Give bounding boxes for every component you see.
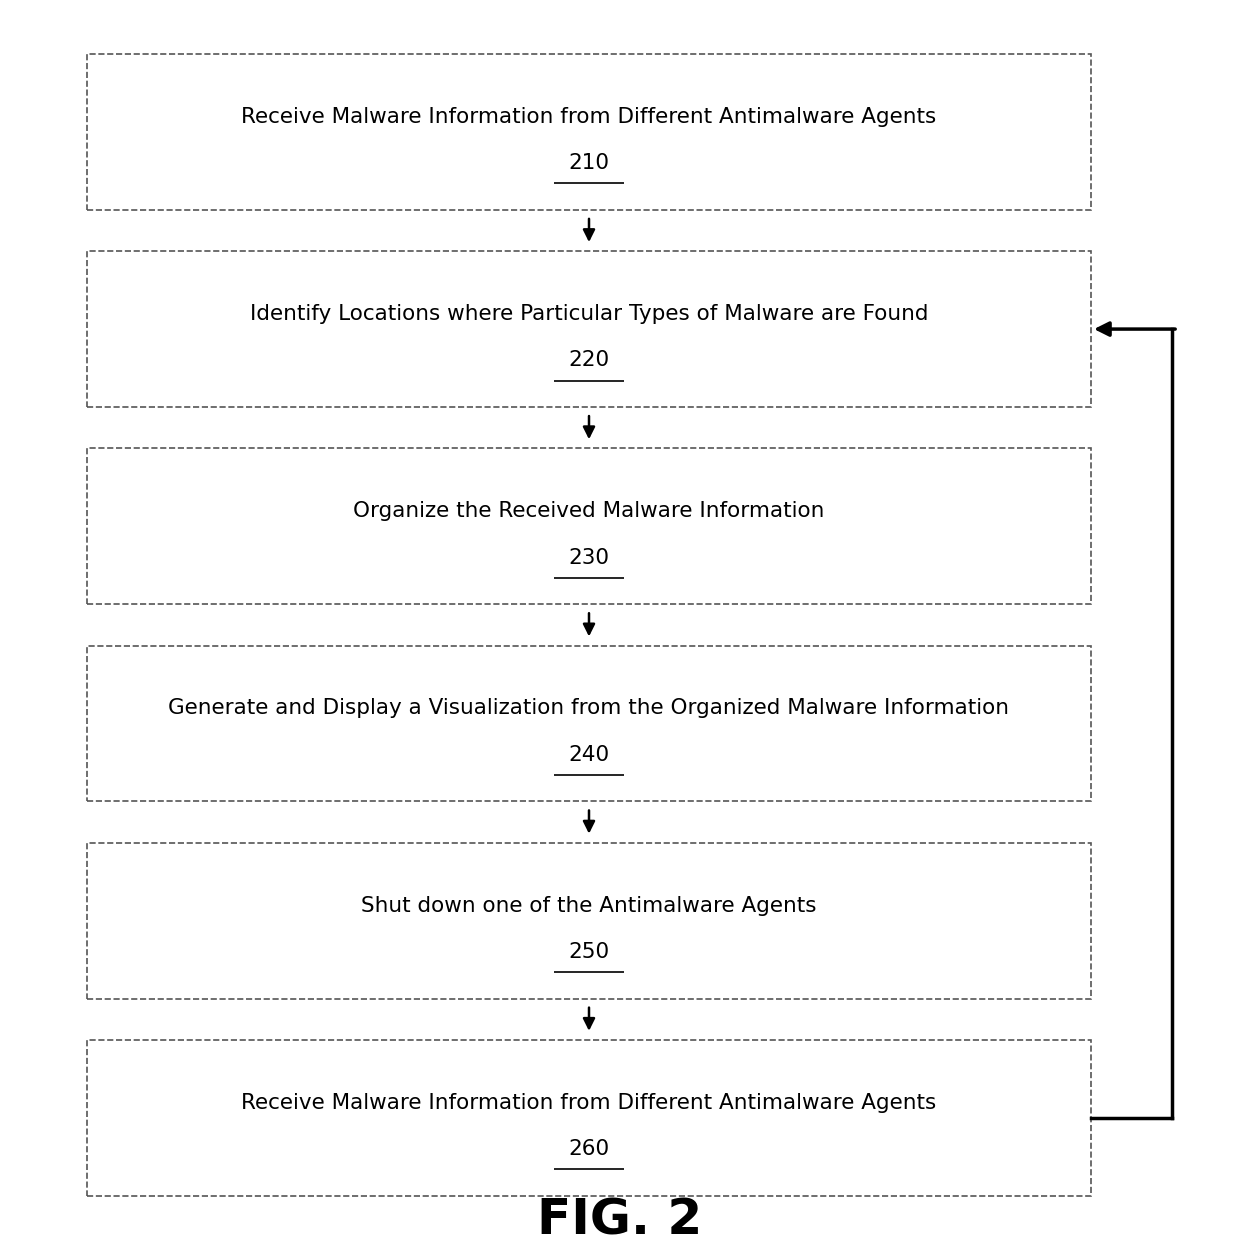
FancyBboxPatch shape [87, 54, 1091, 210]
Text: 210: 210 [568, 153, 610, 173]
FancyBboxPatch shape [87, 646, 1091, 801]
Text: Receive Malware Information from Different Antimalware Agents: Receive Malware Information from Differe… [242, 1093, 936, 1113]
Text: Shut down one of the Antimalware Agents: Shut down one of the Antimalware Agents [361, 896, 817, 916]
FancyBboxPatch shape [87, 843, 1091, 999]
Text: Generate and Display a Visualization from the Organized Malware Information: Generate and Display a Visualization fro… [169, 698, 1009, 718]
FancyBboxPatch shape [87, 1040, 1091, 1196]
Text: 250: 250 [568, 942, 610, 962]
Text: 220: 220 [568, 350, 610, 371]
Text: FIG. 2: FIG. 2 [537, 1197, 703, 1245]
Text: Receive Malware Information from Different Antimalware Agents: Receive Malware Information from Differe… [242, 107, 936, 127]
FancyBboxPatch shape [87, 251, 1091, 407]
Text: 230: 230 [568, 548, 610, 568]
FancyBboxPatch shape [87, 448, 1091, 604]
Text: Organize the Received Malware Information: Organize the Received Malware Informatio… [353, 501, 825, 521]
Text: 260: 260 [568, 1139, 610, 1159]
Text: Identify Locations where Particular Types of Malware are Found: Identify Locations where Particular Type… [249, 304, 929, 324]
Text: 240: 240 [568, 745, 610, 765]
